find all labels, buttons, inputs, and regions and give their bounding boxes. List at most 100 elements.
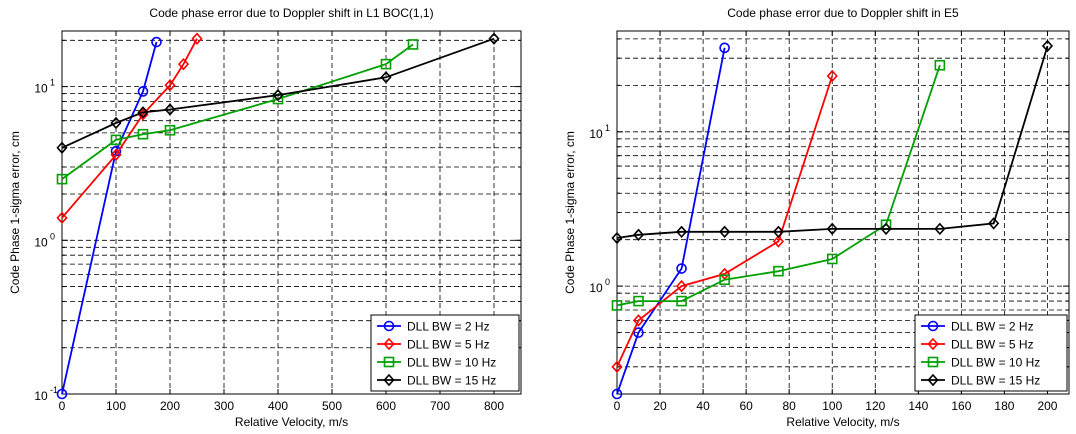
data-point [56,141,68,154]
legend: DLL BW = 2 Hz DLL BW = 5 Hz DLL BW = 10 Hz… [914,314,1068,392]
legend: DLL BW = 2 Hz DLL BW = 5 Hz DLL BW = 10 Hz… [370,314,520,392]
data-point [611,360,623,374]
x-tick-label: 500 [322,399,342,413]
data-point [633,295,644,307]
data-point [164,124,176,136]
y-tick-label-exp: 0 [605,277,610,287]
data-point [177,57,190,71]
data-point [137,128,149,140]
y-tick-label-base: 10 [34,82,48,96]
legend-marker [927,337,939,351]
y-tick-label-base: 10 [589,281,603,295]
data-point [988,217,1000,230]
legend-box [914,314,1068,392]
series-line [61,41,158,395]
y-tick-label: 10 0 [34,231,55,249]
series-line [61,38,198,219]
x-tick-label: 200 [1037,399,1057,413]
data-point [826,253,838,265]
legend-label: DLL BW = 5 Hz [951,338,1034,352]
legend-label: DLL BW = 15 Hz [951,374,1040,388]
legend-item: DLL BW = 15 Hz [921,374,1040,388]
data-point [380,71,392,84]
data-point [934,222,946,236]
data-point [137,86,149,97]
x-axis: 0 100 200 300 400 500 600 700 800 [59,31,504,413]
x-tick-label: 400 [268,399,288,413]
y-tick-label-exp: 0 [50,231,55,241]
data-point [719,225,731,238]
data-point [676,263,687,274]
y-tick-label: 10 1 [589,123,610,141]
x-tick-label: 0 [59,399,66,413]
x-tick-label: 160 [951,399,971,413]
legend-marker [927,356,939,368]
legend-marker [383,320,395,332]
x-tick-label: 0 [614,399,621,413]
x-tick-label: 200 [160,399,180,413]
y-axis-label: Code Phase 1-sigma error, cm [8,131,22,294]
legend-marker [927,320,939,332]
x-tick-label: 600 [376,399,396,413]
x-tick-label: 300 [214,399,234,413]
x-axis-label: Relative Velocity, m/s [786,415,899,429]
legend-marker [383,356,395,368]
x-axis: 0 20 40 60 80 100 120 140 160 180 200 [614,31,1058,413]
data-point [56,388,68,400]
legend-item: DLL BW = 2 Hz [921,320,1034,334]
x-tick-label: 100 [106,399,126,413]
data-point [137,106,149,119]
legend-label: DLL BW = 10 Hz [951,356,1040,370]
y-tick-label-base: 10 [34,389,48,403]
series-line [61,43,414,180]
data-point [164,103,176,116]
data-point [611,300,623,311]
series-3 [611,59,946,311]
data-point [772,225,785,238]
series-4 [56,32,500,154]
series-3 [56,39,419,185]
legend-item: DLL BW = 2 Hz [377,320,490,334]
series-line [61,37,495,149]
series-line [616,64,941,307]
x-axis-label: Relative Velocity, m/s [235,415,348,429]
chart-title: Code phase error due to Doppler shift in… [149,6,433,20]
data-point [488,32,500,45]
legend-marker [927,373,939,387]
data-point [773,265,784,277]
y-axis-label: Code Phase 1-sigma error, cm [563,131,577,294]
x-tick-label: 60 [739,399,753,413]
x-tick-label: 800 [484,399,504,413]
x-tick-label: 120 [865,399,885,413]
y-tick-label-base: 10 [589,127,603,141]
x-tick-label: 140 [908,399,928,413]
x-tick-label: 100 [822,399,842,413]
chart-title: Code phase error due to Doppler shift in… [727,6,959,20]
data-point [719,42,730,54]
data-point [880,222,892,236]
legend-label: DLL BW = 10 Hz [407,356,496,370]
series-line [616,75,834,368]
legend-label: DLL BW = 2 Hz [951,320,1034,334]
data-point [675,225,688,238]
data-point [611,231,623,245]
data-point [56,211,68,225]
y-tick-label: 10 -1 [34,385,58,403]
legend-marker [383,373,395,387]
y-tick-label-exp: 1 [605,123,610,133]
data-point [272,88,284,102]
data-point [56,173,68,185]
y-tick-label-exp: -1 [50,385,58,395]
series-2 [611,69,838,374]
data-point [632,314,645,327]
legend-item: DLL BW = 10 Hz [921,356,1040,370]
x-tick-label: 180 [994,399,1014,413]
legend-marker [383,337,395,351]
x-tick-label: 20 [653,399,667,413]
data-point [1041,39,1054,53]
data-point [934,59,946,71]
y-tick-label-base: 10 [34,235,48,249]
legend-label: DLL BW = 15 Hz [407,374,496,388]
